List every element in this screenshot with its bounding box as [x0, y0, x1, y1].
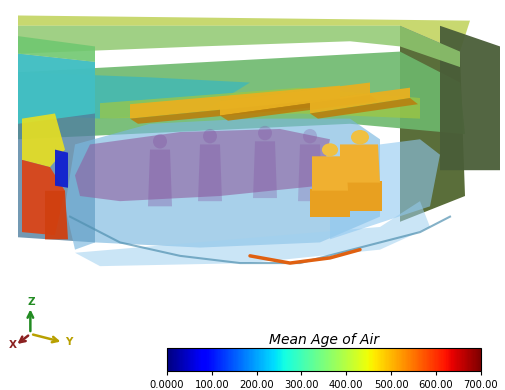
Polygon shape — [18, 36, 95, 62]
Ellipse shape — [321, 143, 337, 156]
Polygon shape — [18, 72, 249, 119]
Polygon shape — [100, 88, 419, 119]
Polygon shape — [18, 54, 95, 243]
Polygon shape — [45, 191, 68, 239]
Polygon shape — [339, 144, 379, 183]
Ellipse shape — [153, 134, 167, 149]
Text: X: X — [9, 340, 17, 350]
Polygon shape — [310, 189, 349, 216]
Polygon shape — [220, 95, 377, 121]
Polygon shape — [197, 144, 222, 201]
Polygon shape — [18, 51, 464, 139]
Polygon shape — [297, 144, 321, 201]
Polygon shape — [65, 119, 379, 250]
Polygon shape — [75, 129, 329, 201]
Ellipse shape — [203, 129, 217, 144]
Polygon shape — [22, 160, 65, 235]
Polygon shape — [147, 150, 172, 206]
Polygon shape — [310, 88, 409, 113]
Polygon shape — [18, 54, 95, 124]
Polygon shape — [130, 86, 339, 119]
Polygon shape — [75, 201, 429, 266]
Polygon shape — [399, 26, 464, 222]
Polygon shape — [220, 83, 369, 115]
Ellipse shape — [302, 129, 316, 144]
Polygon shape — [310, 98, 417, 119]
Polygon shape — [252, 141, 276, 198]
Polygon shape — [329, 139, 439, 239]
Polygon shape — [22, 113, 65, 167]
Polygon shape — [130, 98, 347, 124]
Title: Mean Age of Air: Mean Age of Air — [268, 333, 378, 347]
Text: Z: Z — [27, 297, 35, 307]
Ellipse shape — [258, 126, 272, 140]
Polygon shape — [55, 150, 68, 188]
Ellipse shape — [350, 130, 368, 144]
Polygon shape — [18, 26, 459, 67]
Polygon shape — [337, 181, 381, 211]
Text: Y: Y — [65, 337, 72, 347]
Polygon shape — [18, 16, 469, 51]
Polygon shape — [439, 26, 499, 170]
Polygon shape — [312, 156, 347, 191]
